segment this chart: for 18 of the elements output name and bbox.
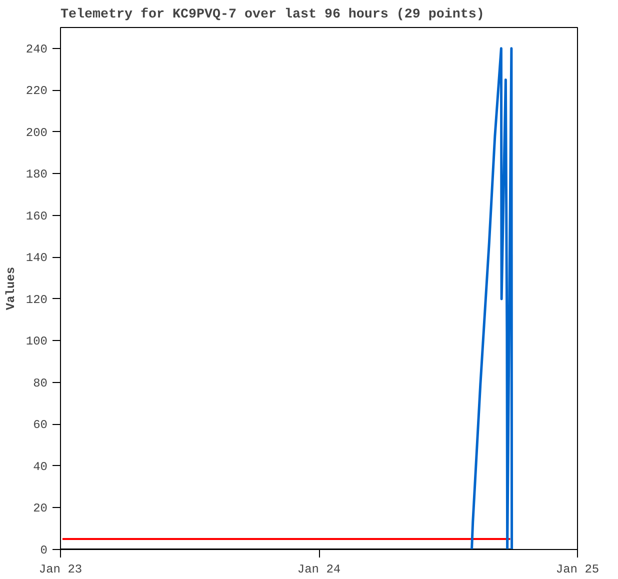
y-tick-label: 200 <box>26 126 48 140</box>
y-tick-label: 120 <box>26 292 48 307</box>
y-tick-label: 0 <box>40 544 48 558</box>
x-tick-label: Jan 23 <box>38 562 82 576</box>
y-tick-label: 160 <box>26 209 48 224</box>
y-tick-label: 80 <box>33 376 48 390</box>
y-tick-label: 100 <box>26 334 48 349</box>
y-tick-label: 140 <box>26 251 48 266</box>
y-tick-label: 240 <box>26 42 48 56</box>
y-tick-label: 20 <box>33 502 48 516</box>
x-tick-label: Jan 25 <box>556 562 600 576</box>
y-tick-label: 60 <box>33 418 48 432</box>
y-axis-title: Values <box>4 266 18 310</box>
y-tick-label: 180 <box>26 168 48 182</box>
y-tick-label: 220 <box>26 84 48 98</box>
chart-title: Telemetry for KC9PVQ-7 over last 96 hours (29 points) <box>60 8 484 22</box>
x-tick-label: Jan 24 <box>297 562 341 576</box>
y-tick-label: 40 <box>33 460 48 474</box>
